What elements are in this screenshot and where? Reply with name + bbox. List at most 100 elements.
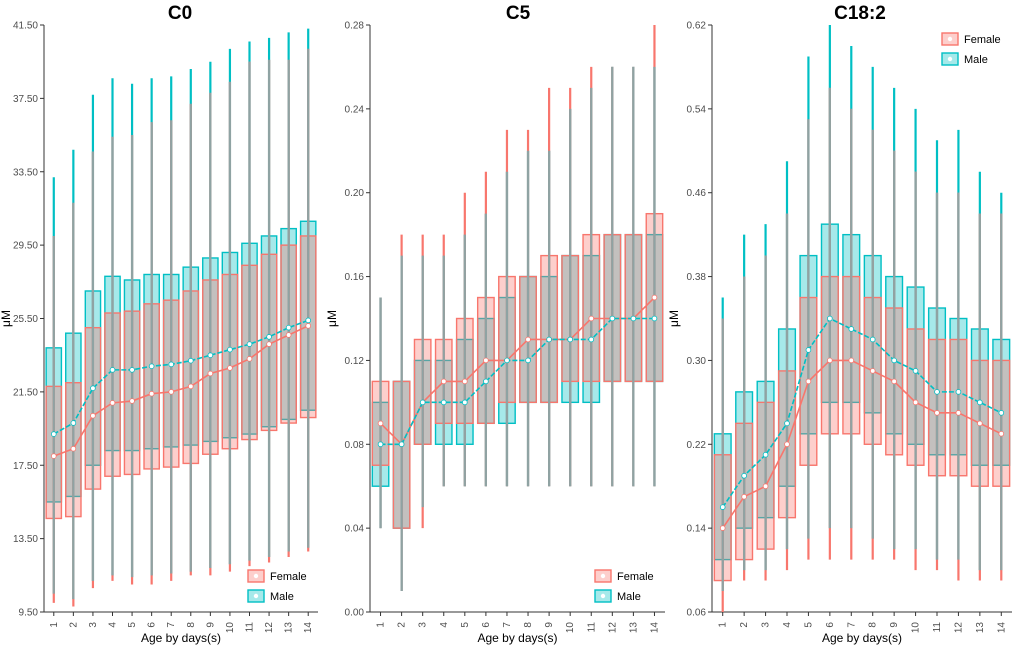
x-tick-label: 14 xyxy=(303,622,314,634)
series-male-mean-line xyxy=(53,319,309,435)
mean-point xyxy=(848,357,855,364)
mean-point xyxy=(934,410,940,416)
y-tick-label: 17.50 xyxy=(13,461,38,472)
mean-point xyxy=(848,326,855,332)
legend: Female Male xyxy=(941,32,1001,66)
x-tick-label: 3 xyxy=(88,622,99,628)
mean-point xyxy=(977,399,983,406)
y-tick-label: 41.50 xyxy=(13,21,38,32)
y-tick-label: 21.50 xyxy=(13,387,38,398)
mean-point xyxy=(70,445,77,452)
y-tick-label: 9.50 xyxy=(19,608,39,619)
mean-point xyxy=(762,451,769,458)
legend-key-point xyxy=(253,593,259,599)
x-tick-label: 4 xyxy=(782,622,793,628)
mean-point xyxy=(805,347,812,353)
mean-point xyxy=(90,412,96,419)
x-tick-label: 2 xyxy=(68,622,79,628)
series-female-boxes xyxy=(45,48,317,607)
x-tick-label: 6 xyxy=(825,622,836,628)
series-female-mean-line xyxy=(379,296,656,446)
mean-point xyxy=(50,431,57,437)
mean-point xyxy=(869,368,876,374)
y-tick-label: 25.50 xyxy=(13,314,38,325)
legend-key-point xyxy=(600,573,606,579)
mean-point xyxy=(440,399,447,406)
mean-point xyxy=(266,341,272,347)
y-tick-label: 0.14 xyxy=(687,524,707,535)
x-tick-label: 1 xyxy=(376,622,387,628)
legend-key-point xyxy=(947,36,953,42)
mean-point xyxy=(869,336,876,343)
x-tick-label: 10 xyxy=(911,622,922,634)
y-tick-label: 0.16 xyxy=(345,272,365,283)
mean-point xyxy=(588,315,595,322)
x-tick-label: 9 xyxy=(205,622,216,628)
mean-point xyxy=(525,357,531,364)
y-axis-label: μM xyxy=(0,310,13,327)
mean-point xyxy=(462,378,468,385)
series-female-mean-line xyxy=(53,325,309,457)
legend-label: Male xyxy=(964,54,988,66)
x-tick-label: 4 xyxy=(439,622,450,628)
y-tick-label: 33.50 xyxy=(13,167,38,178)
mean-point xyxy=(827,315,833,322)
mean-point xyxy=(70,420,77,426)
legend: Female Male xyxy=(594,569,654,603)
x-tick-label: 4 xyxy=(108,622,119,628)
mean-point xyxy=(891,357,897,364)
legend-label: Female xyxy=(270,571,307,583)
mean-point xyxy=(934,389,940,395)
mean-point xyxy=(377,420,384,427)
chart-title: C0 xyxy=(168,3,192,24)
series-female-boxes xyxy=(713,87,1011,612)
mean-point xyxy=(741,493,747,500)
x-axis-label: Age by days(s) xyxy=(822,631,902,645)
y-tick-label: 0.00 xyxy=(345,608,365,619)
series-female-boxes xyxy=(371,25,664,592)
mean-point xyxy=(998,431,1005,437)
mean-point xyxy=(187,357,194,364)
y-tick-label: 0.22 xyxy=(687,440,707,451)
mean-point xyxy=(805,378,812,385)
x-tick-label: 1 xyxy=(49,622,60,628)
x-axis-label: Age by days(s) xyxy=(477,631,557,645)
legend-key-point xyxy=(947,56,953,62)
x-tick-label: 6 xyxy=(481,622,492,628)
chart-title: C5 xyxy=(506,3,531,24)
x-tick-label: 11 xyxy=(586,622,597,633)
mean-point xyxy=(955,389,962,395)
legend-label: Female xyxy=(617,571,654,583)
x-tick-label: 8 xyxy=(186,622,197,628)
series-male-mean-line xyxy=(722,317,1002,508)
y-tick-label: 0.62 xyxy=(687,21,707,32)
mean-point xyxy=(525,336,531,343)
mean-point xyxy=(719,504,726,510)
mean-point xyxy=(148,390,155,397)
mean-point xyxy=(398,441,405,448)
y-tick-label: 29.50 xyxy=(13,241,38,252)
mean-point xyxy=(109,400,116,406)
mean-point xyxy=(955,410,962,416)
mean-point xyxy=(567,336,573,343)
x-tick-label: 9 xyxy=(889,622,900,628)
mean-point xyxy=(227,346,233,353)
legend-label: Male xyxy=(617,591,641,603)
mean-point xyxy=(762,483,769,490)
mean-point xyxy=(504,357,510,364)
y-tick-label: 37.50 xyxy=(13,94,38,105)
x-tick-label: 9 xyxy=(544,622,555,628)
y-tick-label: 0.24 xyxy=(345,104,365,115)
y-tick-label: 0.20 xyxy=(345,188,365,199)
mean-point xyxy=(207,370,214,377)
y-tick-label: 0.12 xyxy=(345,356,365,367)
mean-point xyxy=(891,378,897,385)
mean-point xyxy=(168,361,175,368)
mean-point xyxy=(109,367,116,373)
x-tick-label: 8 xyxy=(868,622,879,628)
x-tick-label: 3 xyxy=(761,622,772,628)
mean-point xyxy=(977,420,983,427)
x-tick-label: 1 xyxy=(718,622,729,628)
